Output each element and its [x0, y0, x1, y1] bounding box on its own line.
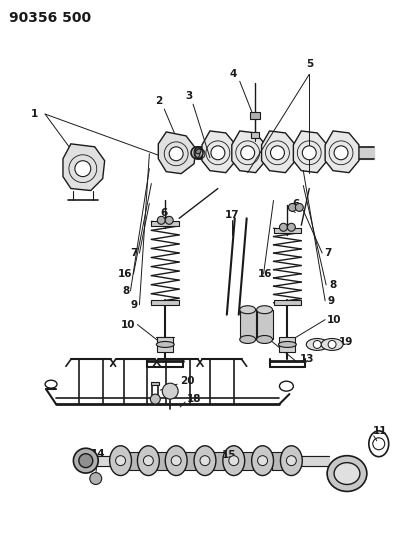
Circle shape: [270, 146, 285, 160]
Circle shape: [165, 216, 173, 224]
Text: 5: 5: [306, 59, 314, 69]
Ellipse shape: [194, 446, 216, 475]
Text: 11: 11: [373, 426, 387, 436]
Text: 18: 18: [187, 394, 202, 404]
Text: 16: 16: [258, 269, 272, 279]
Ellipse shape: [73, 448, 98, 473]
Text: 1: 1: [31, 109, 38, 119]
Text: 6: 6: [292, 199, 299, 209]
Bar: [157, 336, 173, 352]
Ellipse shape: [223, 446, 245, 475]
Text: 8: 8: [329, 280, 337, 290]
Text: 13: 13: [299, 354, 314, 365]
Bar: [152, 221, 179, 227]
Ellipse shape: [278, 342, 296, 348]
Circle shape: [295, 204, 303, 212]
Circle shape: [328, 341, 336, 349]
Ellipse shape: [116, 456, 125, 466]
Ellipse shape: [306, 338, 328, 350]
Circle shape: [287, 223, 295, 231]
Ellipse shape: [171, 456, 181, 466]
Text: 17: 17: [225, 211, 239, 220]
Circle shape: [211, 146, 225, 160]
Ellipse shape: [150, 394, 160, 404]
Bar: [257, 310, 272, 340]
Circle shape: [75, 161, 91, 176]
Ellipse shape: [334, 463, 360, 484]
Bar: [250, 112, 260, 119]
Circle shape: [313, 341, 321, 349]
Text: 9: 9: [131, 300, 137, 310]
Bar: [184, 451, 196, 470]
Polygon shape: [158, 132, 196, 174]
Circle shape: [195, 148, 201, 154]
Text: 7: 7: [131, 248, 138, 258]
Bar: [274, 300, 301, 305]
Ellipse shape: [165, 446, 187, 475]
Text: 10: 10: [327, 314, 342, 325]
Circle shape: [162, 383, 178, 399]
Ellipse shape: [251, 446, 274, 475]
Text: 9: 9: [327, 296, 334, 306]
Ellipse shape: [110, 446, 131, 475]
Bar: [272, 451, 283, 470]
Text: 20: 20: [180, 376, 195, 386]
Text: 2: 2: [155, 96, 162, 106]
Ellipse shape: [137, 446, 159, 475]
Polygon shape: [325, 131, 359, 173]
Circle shape: [157, 216, 165, 224]
Bar: [152, 300, 179, 305]
Ellipse shape: [287, 456, 296, 466]
Ellipse shape: [194, 148, 200, 158]
Circle shape: [289, 204, 296, 212]
Text: 7: 7: [324, 248, 332, 258]
Text: 16: 16: [118, 269, 132, 279]
Ellipse shape: [258, 456, 268, 466]
Text: 10: 10: [120, 320, 135, 329]
Ellipse shape: [156, 342, 174, 348]
Text: 6: 6: [160, 208, 168, 219]
Ellipse shape: [143, 456, 153, 466]
Bar: [129, 451, 141, 470]
Text: 15: 15: [222, 450, 236, 459]
Polygon shape: [293, 131, 327, 173]
Ellipse shape: [321, 338, 343, 350]
Ellipse shape: [240, 306, 256, 314]
Ellipse shape: [191, 147, 203, 159]
Circle shape: [302, 146, 316, 160]
Ellipse shape: [257, 306, 272, 314]
Bar: [152, 382, 159, 385]
Circle shape: [169, 147, 183, 161]
Text: 4: 4: [230, 69, 237, 79]
Circle shape: [241, 146, 255, 160]
Polygon shape: [262, 131, 295, 173]
Bar: [279, 336, 295, 352]
Circle shape: [279, 223, 287, 231]
Ellipse shape: [257, 335, 272, 343]
Bar: [251, 132, 259, 138]
Bar: [242, 451, 253, 470]
Circle shape: [90, 473, 102, 484]
Circle shape: [334, 146, 348, 160]
Ellipse shape: [229, 456, 239, 466]
Text: 3: 3: [185, 91, 192, 101]
Polygon shape: [202, 131, 236, 173]
Bar: [240, 310, 256, 340]
Text: 14: 14: [91, 449, 106, 459]
Bar: [156, 451, 168, 470]
Text: 8: 8: [123, 286, 130, 296]
Bar: [274, 228, 301, 233]
Text: 12: 12: [345, 464, 359, 474]
Text: 19: 19: [339, 337, 353, 348]
Ellipse shape: [280, 446, 302, 475]
Ellipse shape: [200, 456, 210, 466]
Text: 90356 500: 90356 500: [9, 11, 91, 25]
Polygon shape: [232, 131, 266, 173]
Ellipse shape: [240, 335, 256, 343]
Polygon shape: [63, 144, 105, 190]
Ellipse shape: [327, 456, 367, 491]
Bar: [212, 451, 224, 470]
Ellipse shape: [79, 454, 93, 467]
